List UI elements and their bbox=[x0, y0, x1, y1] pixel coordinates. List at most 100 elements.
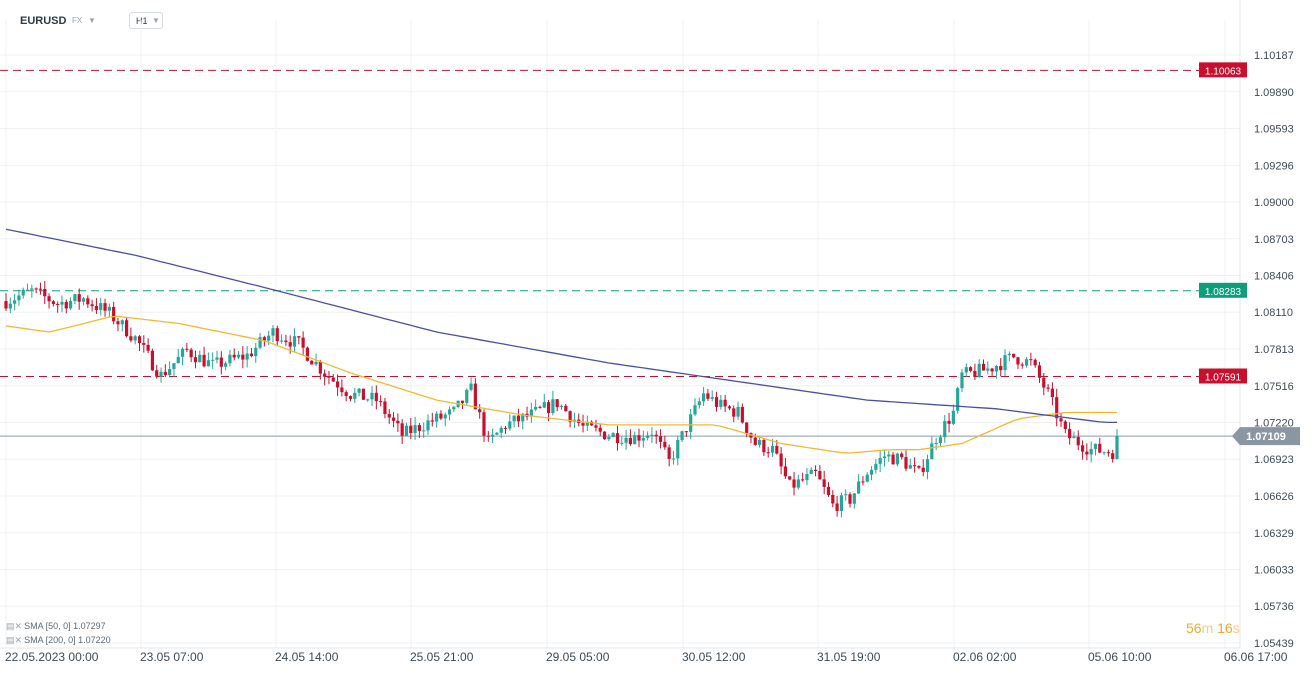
candle bbox=[358, 388, 361, 396]
x-tick-label: 29.05 05:00 bbox=[546, 650, 610, 664]
candle-body bbox=[491, 435, 494, 437]
candle bbox=[577, 414, 580, 427]
candle bbox=[9, 297, 12, 313]
candle-body bbox=[284, 341, 287, 343]
candle-body bbox=[1055, 397, 1058, 418]
candle-body bbox=[26, 290, 29, 291]
candle-body bbox=[637, 435, 640, 440]
candle-body bbox=[818, 471, 821, 479]
candle bbox=[233, 348, 236, 360]
candle-body bbox=[960, 372, 963, 388]
close-icon[interactable]: ✕ bbox=[15, 635, 23, 645]
candle bbox=[134, 335, 137, 344]
current-price-label: 1.07109 bbox=[1246, 431, 1286, 443]
candle-body bbox=[323, 374, 326, 377]
candle bbox=[1003, 349, 1006, 376]
candle-body bbox=[52, 301, 55, 304]
candle bbox=[853, 493, 856, 509]
candle-body bbox=[861, 481, 864, 482]
candle bbox=[280, 334, 283, 343]
candle-body bbox=[879, 458, 882, 464]
candle-body bbox=[978, 364, 981, 377]
candle bbox=[129, 328, 132, 343]
candle bbox=[284, 335, 287, 346]
candle bbox=[612, 432, 615, 437]
legend-icon[interactable]: ▤ bbox=[6, 621, 15, 631]
legend-icon[interactable]: ▤ bbox=[6, 635, 15, 645]
candle-body bbox=[659, 436, 662, 442]
candle-body bbox=[280, 341, 283, 342]
candle-body bbox=[147, 345, 150, 351]
candle-body bbox=[711, 397, 714, 399]
candle bbox=[642, 430, 645, 447]
candle bbox=[758, 438, 761, 448]
candle-body bbox=[1111, 453, 1114, 459]
candle bbox=[65, 300, 68, 314]
candle-body bbox=[1047, 388, 1050, 389]
candle-body bbox=[956, 388, 959, 411]
candle-body bbox=[293, 336, 296, 346]
candle-body bbox=[762, 440, 765, 452]
candle bbox=[194, 351, 197, 369]
candle-body bbox=[689, 414, 692, 432]
candle bbox=[973, 364, 976, 380]
candle bbox=[17, 290, 20, 306]
candle bbox=[620, 436, 623, 446]
candle-body bbox=[504, 428, 507, 429]
candle-body bbox=[267, 336, 270, 341]
candle bbox=[646, 431, 649, 440]
candle bbox=[513, 415, 516, 427]
candle-body bbox=[241, 355, 244, 360]
candle bbox=[327, 371, 330, 384]
candle-body bbox=[973, 371, 976, 377]
candle-body bbox=[56, 304, 59, 305]
candle-body bbox=[624, 438, 627, 443]
candle-body bbox=[314, 362, 317, 365]
candle bbox=[1081, 440, 1084, 459]
candle bbox=[637, 429, 640, 448]
candle bbox=[823, 471, 826, 494]
candle bbox=[177, 349, 180, 363]
candle bbox=[22, 288, 25, 299]
candle bbox=[736, 401, 739, 420]
candle-body bbox=[86, 298, 89, 304]
candle bbox=[818, 465, 821, 480]
candle-body bbox=[642, 438, 645, 441]
candle-body bbox=[349, 396, 352, 399]
candle-body bbox=[797, 479, 800, 487]
candle-body bbox=[388, 414, 391, 418]
candle bbox=[676, 436, 679, 465]
candle-body bbox=[358, 389, 361, 393]
candle bbox=[857, 474, 860, 494]
candle bbox=[991, 368, 994, 377]
candle bbox=[879, 450, 882, 472]
candle-body bbox=[469, 384, 472, 390]
candle-body bbox=[99, 303, 102, 310]
candle bbox=[556, 399, 559, 411]
candle bbox=[599, 424, 602, 436]
candle-body bbox=[336, 381, 339, 387]
timer-seconds-unit: s bbox=[1233, 620, 1240, 636]
candle-body bbox=[508, 421, 511, 428]
candle bbox=[4, 293, 7, 311]
candle-body bbox=[9, 304, 12, 309]
close-icon[interactable]: ✕ bbox=[15, 621, 23, 631]
candle-body bbox=[22, 290, 25, 296]
candle-body bbox=[95, 306, 98, 310]
y-tick-label: 1.09890 bbox=[1254, 87, 1294, 99]
candle-body bbox=[728, 406, 731, 408]
candle-body bbox=[207, 360, 210, 366]
candle-body bbox=[1107, 452, 1110, 453]
x-tick-label: 24.05 14:00 bbox=[275, 650, 339, 664]
candle-body bbox=[603, 432, 606, 440]
candle-body bbox=[810, 470, 813, 474]
candle-body bbox=[30, 288, 33, 289]
candle bbox=[719, 395, 722, 410]
candle-body bbox=[1008, 354, 1011, 355]
candle-body bbox=[543, 402, 546, 407]
candle bbox=[237, 351, 240, 359]
candle bbox=[91, 300, 94, 312]
candle bbox=[978, 359, 981, 378]
candle-body bbox=[676, 440, 679, 458]
